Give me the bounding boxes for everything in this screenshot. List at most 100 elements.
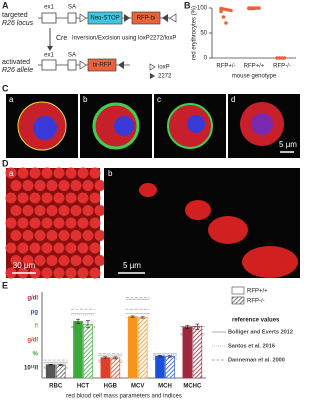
micrographs-c: a b c d 5 µm [6,94,300,158]
label: ex1 [44,5,54,11]
dot [249,6,254,11]
cell [46,205,58,216]
cell [41,242,53,254]
x-tick-label: MCV [131,384,144,390]
x-tick-label: HCT [77,384,90,390]
cell [89,267,101,279]
cell [89,192,101,204]
x-axis-label: red blood cell mass parameters and indic… [66,394,182,400]
cell [41,167,53,179]
panel-label: C [2,83,9,93]
error-bar [168,355,172,358]
cell [58,230,70,241]
scale-label: 5 µm [123,261,141,270]
unit-label: g/dl [27,338,38,344]
cell [58,205,70,216]
figure: A targeted R26 locus ex1 SA Neo-STOP RFP… [2,0,300,400]
nucleus [187,115,205,133]
label: R26 allele [2,67,33,74]
cell [22,230,34,241]
nucleus [114,116,134,136]
cell [77,167,89,179]
sa-box [67,59,77,71]
rfp-bi [131,11,161,25]
cell [41,267,53,279]
cell [82,255,94,266]
bar [100,357,111,379]
cell [10,180,22,191]
cell [17,217,29,229]
cell [5,242,17,254]
cell [94,255,106,266]
cell [29,192,41,204]
cell [65,267,77,279]
sub-label: a [9,169,14,178]
cell [77,267,89,279]
dot [219,9,223,14]
exon [41,59,57,71]
cell [53,192,65,204]
cell [70,180,82,191]
legend-label: RFP-/- [247,299,265,305]
error-bar [58,364,63,366]
x-tick-label: HGB [104,384,118,390]
dot [229,8,233,13]
cell [82,205,94,216]
label: SA [68,5,76,11]
cell [94,180,106,191]
error-bar [140,316,145,319]
legend-swatch [231,296,245,305]
sub-label: b [83,95,88,104]
cell [82,180,94,191]
dot [275,56,279,60]
cell [70,230,82,241]
cells [5,167,106,279]
dot [224,21,228,25]
error-bar [185,325,190,330]
bar [110,357,121,379]
label: Cre [56,35,67,42]
legend-loxp [149,63,156,71]
legend-label: Santos et al. 2016 [228,343,275,349]
error-bar [195,323,200,330]
sub-label: b [108,169,113,178]
legend-label: RFP+/+ [247,289,268,295]
x-axis-label: mouse genotype [232,74,277,80]
label: Neo-STOP [90,16,119,22]
cell [29,217,41,229]
cell [41,192,53,204]
cell [5,167,17,179]
y-axis-label: red erythrocytes (%) [192,6,198,60]
schematic: A targeted R26 locus ex1 SA Neo-STOP RFP… [2,0,176,79]
cell [34,180,46,191]
scale-label: 5 µm [279,140,297,149]
unit-label: 10¹²/l [24,365,38,372]
y-tick-label: 50 [200,31,207,37]
x-tick-label: MCH [158,384,172,390]
dot [247,6,251,11]
error-bar [158,355,162,358]
cell [10,205,22,216]
unit-label: fl [34,324,38,330]
bar [55,364,66,379]
dot [277,56,282,60]
cell [34,230,46,241]
loxp [79,60,87,70]
bar [192,326,203,379]
label: SA [68,53,76,59]
cell [89,217,101,229]
label: bi-RFP [93,63,112,69]
cell [53,217,65,229]
bar [45,364,56,379]
cell [41,217,53,229]
cell [22,205,34,216]
unit-label: pg [31,310,39,316]
cell [77,242,89,254]
cell [94,230,106,241]
scale-label: 30 µm [13,261,36,270]
cell [5,217,17,229]
cell [53,167,65,179]
unit-label: g/dl [27,296,38,302]
dot [282,56,287,60]
label: Inversion/Excision using loxP2272/loxP [72,36,176,42]
